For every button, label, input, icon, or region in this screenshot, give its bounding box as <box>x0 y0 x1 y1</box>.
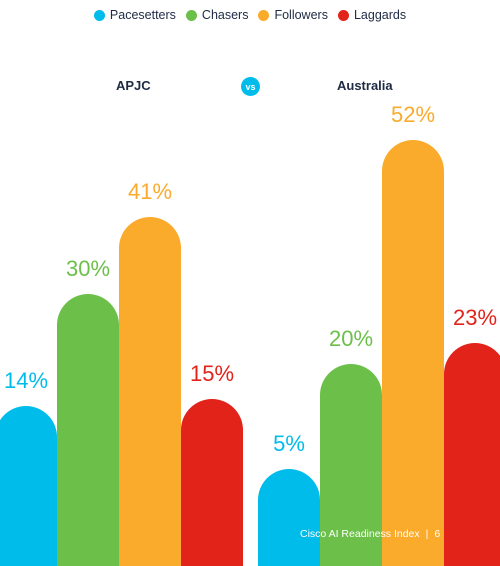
bar-apjc-pacesetters <box>0 406 57 566</box>
bar-australia-pacesetters <box>258 469 320 566</box>
legend-label: Laggards <box>353 8 407 22</box>
bar-australia-followers <box>382 140 444 566</box>
bar-apjc-laggards <box>181 399 243 566</box>
bar-value-label: 5% <box>273 431 305 456</box>
vs-badge: vs <box>241 77 260 96</box>
group-label-apjc: APJC <box>116 78 151 93</box>
legend-dot-icon <box>185 9 197 21</box>
legend-item-followers: Followers <box>258 8 328 22</box>
legend-label: Pacesetters <box>109 8 176 22</box>
bar-value-label: 41% <box>128 179 172 204</box>
legend-item-chasers: Chasers <box>185 8 249 22</box>
legend-item-laggards: Laggards <box>337 8 407 22</box>
legend-dot-icon <box>93 9 105 21</box>
chart-legend: Pacesetters Chasers Followers Laggards <box>0 6 500 24</box>
legend-label: Followers <box>274 8 328 22</box>
bar-value-label: 23% <box>453 305 497 330</box>
bar-value-label: 20% <box>329 326 373 351</box>
legend-item-pacesetters: Pacesetters <box>93 8 176 22</box>
footer-title: Cisco AI Readiness Index <box>300 528 420 540</box>
group-label-australia: Australia <box>337 78 393 93</box>
bar-value-label: 52% <box>391 102 435 127</box>
bar-value-label: 14% <box>4 368 48 393</box>
legend-label: Chasers <box>201 8 249 22</box>
bar-australia-chasers <box>320 364 382 566</box>
footer-page-number: 6 <box>434 528 441 540</box>
footer-separator: | <box>425 528 429 540</box>
legend-dot-icon <box>258 9 270 21</box>
bar-apjc-chasers <box>57 294 119 566</box>
page-footer: Cisco AI Readiness Index | 6 <box>300 528 440 540</box>
legend-dot-icon <box>337 9 349 21</box>
bar-value-label: 30% <box>66 256 110 281</box>
bar-value-label: 15% <box>190 361 234 386</box>
bar-australia-laggards <box>444 343 500 566</box>
bar-apjc-followers <box>119 217 181 566</box>
